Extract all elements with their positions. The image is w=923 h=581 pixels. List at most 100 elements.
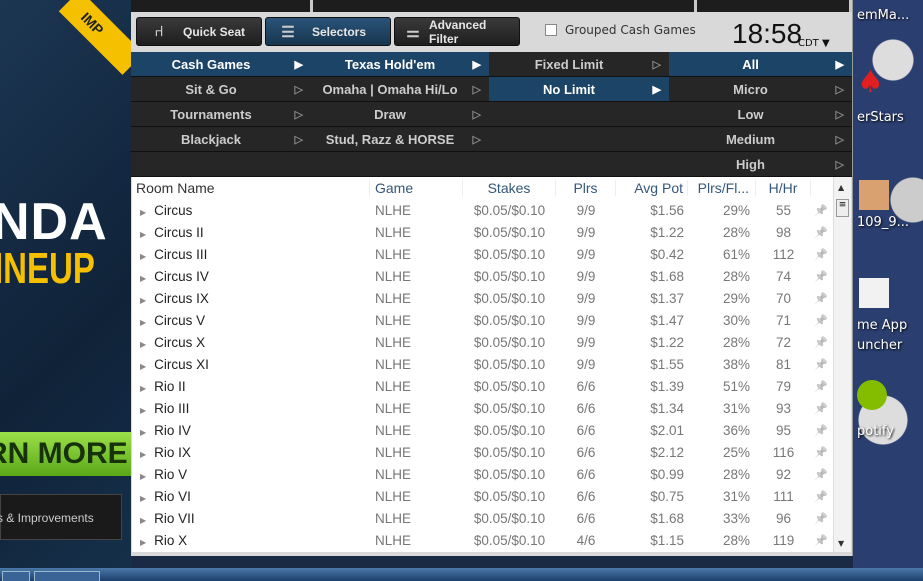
- stakes-item[interactable]: High ▷: [669, 152, 852, 177]
- table-row[interactable]: ▶ Rio IX NLHE $0.05/$0.10 6/6 $2.12 25% 116 📌: [132, 441, 834, 463]
- desktop-icon-label[interactable]: me App: [857, 318, 908, 333]
- pin-icon[interactable]: 📌: [814, 292, 828, 305]
- scroll-up-icon[interactable]: ▲: [838, 183, 845, 192]
- pin-icon[interactable]: 📌: [814, 468, 828, 481]
- expand-icon[interactable]: ▶: [140, 427, 147, 437]
- column-header[interactable]: Avg Pot: [616, 180, 688, 196]
- table-row[interactable]: ▶ Circus III NLHE $0.05/$0.10 9/9 $0.42 61% 112…: [132, 243, 834, 265]
- pin-icon[interactable]: 📌: [814, 534, 828, 547]
- desktop-icon-label[interactable]: emMa...: [857, 8, 910, 23]
- top-tab[interactable]: [131, 0, 313, 12]
- fixes-improvements-button[interactable]: s & Improvements: [0, 494, 122, 540]
- expand-icon[interactable]: ▶: [140, 405, 147, 415]
- pin-icon[interactable]: 📌: [814, 226, 828, 239]
- expand-icon[interactable]: ▶: [140, 317, 147, 327]
- pin-icon[interactable]: 📌: [814, 512, 828, 525]
- category-item[interactable]: Blackjack ▷: [131, 127, 311, 152]
- expand-icon[interactable]: ▶: [140, 251, 147, 261]
- top-tab[interactable]: [313, 0, 698, 12]
- category-item[interactable]: Cash Games ▶: [131, 52, 311, 77]
- scroll-down-icon[interactable]: ▼: [838, 539, 845, 548]
- cell-value: $0.05/$0.10: [473, 444, 546, 460]
- timezone-dropdown[interactable]: CDT ▼: [798, 38, 830, 49]
- expand-icon[interactable]: ▶: [140, 449, 147, 459]
- category-item[interactable]: Sit & Go ▷: [131, 77, 311, 102]
- pin-icon[interactable]: 📌: [814, 336, 828, 349]
- table-row[interactable]: ▶ Circus XI NLHE $0.05/$0.10 9/9 $1.55 38% 81 📌: [132, 353, 834, 375]
- photo-icon[interactable]: [859, 180, 889, 210]
- table-row[interactable]: ▶ Rio V NLHE $0.05/$0.10 6/6 $0.99 28% 92 📌: [132, 463, 834, 485]
- column-header[interactable]: H/Hr: [756, 180, 811, 196]
- stakes-item[interactable]: Low ▷: [669, 102, 852, 127]
- cell-value: 61%: [722, 246, 750, 262]
- expand-icon[interactable]: ▶: [140, 537, 147, 547]
- expand-icon[interactable]: ▶: [140, 361, 147, 371]
- pin-icon[interactable]: 📌: [814, 380, 828, 393]
- expand-icon[interactable]: ▶: [140, 515, 147, 525]
- table-row[interactable]: ▶ Rio X NLHE $0.05/$0.10 4/6 $1.15 28% 119 📌: [132, 529, 834, 551]
- table-row[interactable]: ▶ Circus X NLHE $0.05/$0.10 9/9 $1.22 28% 72 📌: [132, 331, 834, 353]
- vertical-scrollbar[interactable]: ▲ ≡ ▼: [833, 177, 851, 552]
- game-item[interactable]: Draw ▷: [311, 102, 489, 127]
- stakes-item[interactable]: Micro ▷: [669, 77, 852, 102]
- limit-item[interactable]: No Limit ▶: [489, 77, 669, 102]
- expand-icon[interactable]: ▶: [140, 493, 147, 503]
- pin-icon[interactable]: 📌: [814, 424, 828, 437]
- pokerstars-icon[interactable]: ♠: [857, 65, 884, 100]
- column-header[interactable]: Room Name: [132, 180, 370, 196]
- desktop-icon-label[interactable]: uncher: [857, 338, 903, 353]
- column-header[interactable]: Stakes: [463, 180, 556, 196]
- top-tab[interactable]: [697, 0, 852, 12]
- learn-more-button[interactable]: RN MORE: [0, 432, 132, 476]
- table-row[interactable]: ▶ Rio II NLHE $0.05/$0.10 6/6 $1.39 51% 79 📌: [132, 375, 834, 397]
- pin-icon[interactable]: 📌: [814, 446, 828, 459]
- pin-icon[interactable]: 📌: [814, 314, 828, 327]
- desktop-icon-label[interactable]: 109_9...: [857, 215, 909, 230]
- selectors-button[interactable]: ☰ Selectors: [265, 17, 391, 46]
- grouped-cash-games-checkbox[interactable]: Grouped Cash Games: [545, 23, 696, 37]
- scroll-thumb[interactable]: ≡: [836, 199, 849, 217]
- taskbar-button[interactable]: [34, 571, 100, 581]
- category-item[interactable]: Tournaments ▷: [131, 102, 311, 127]
- promo-banner[interactable]: IMP NDA INEUP RN MORE s & Improvements: [0, 0, 132, 568]
- expand-icon[interactable]: ▶: [140, 207, 147, 217]
- pin-icon[interactable]: 📌: [814, 248, 828, 261]
- expand-icon[interactable]: ▶: [140, 229, 147, 239]
- table-row[interactable]: ▶ Circus V NLHE $0.05/$0.10 9/9 $1.47 30% 71 📌: [132, 309, 834, 331]
- stakes-item[interactable]: All ▶: [669, 52, 852, 77]
- quick-seat-button[interactable]: ⑁ Quick Seat: [136, 17, 262, 46]
- pin-icon[interactable]: 📌: [814, 402, 828, 415]
- game-item[interactable]: Omaha | Omaha Hi/Lo ▷: [311, 77, 489, 102]
- table-row[interactable]: ▶ Circus NLHE $0.05/$0.10 9/9 $1.56 29% 55 📌: [132, 199, 834, 221]
- game-item[interactable]: Stud, Razz & HORSE ▷: [311, 127, 489, 152]
- expand-icon[interactable]: ▶: [140, 339, 147, 349]
- table-row[interactable]: ▶ Circus IV NLHE $0.05/$0.10 9/9 $1.68 28% 74 📌: [132, 265, 834, 287]
- pin-icon[interactable]: 📌: [814, 270, 828, 283]
- taskbar-button[interactable]: [2, 571, 30, 581]
- pin-icon[interactable]: 📌: [814, 490, 828, 503]
- limit-item[interactable]: Fixed Limit ▷: [489, 52, 669, 77]
- expand-icon[interactable]: ▶: [140, 295, 147, 305]
- table-row[interactable]: ▶ Circus IX NLHE $0.05/$0.10 9/9 $1.37 29% 70 📌: [132, 287, 834, 309]
- expand-icon[interactable]: ▶: [140, 273, 147, 283]
- expand-icon[interactable]: ▶: [140, 471, 147, 481]
- column-header[interactable]: Plrs/Fl...: [688, 180, 756, 196]
- stakes-item[interactable]: Medium ▷: [669, 127, 852, 152]
- table-row[interactable]: ▶ Rio VI NLHE $0.05/$0.10 6/6 $0.75 31% 111 📌: [132, 485, 834, 507]
- table-row[interactable]: ▶ Rio VII NLHE $0.05/$0.10 6/6 $1.68 33% 96 📌: [132, 507, 834, 529]
- advanced-filter-button[interactable]: ⚌ Advanced Filter: [394, 17, 520, 46]
- desktop-icon-label[interactable]: potify: [857, 424, 894, 439]
- table-row[interactable]: ▶ Circus II NLHE $0.05/$0.10 9/9 $1.22 28% 98 📌: [132, 221, 834, 243]
- table-row[interactable]: ▶ Rio IV NLHE $0.05/$0.10 6/6 $2.01 36% 95 📌: [132, 419, 834, 441]
- expand-icon[interactable]: ▶: [140, 383, 147, 393]
- app-launcher-icon[interactable]: [859, 278, 889, 308]
- pin-icon[interactable]: 📌: [814, 204, 828, 217]
- spotify-icon[interactable]: [857, 380, 887, 410]
- game-item[interactable]: Texas Hold'em ▶: [311, 52, 489, 77]
- pin-icon[interactable]: 📌: [814, 358, 828, 371]
- desktop-icon-label[interactable]: erStars: [857, 110, 904, 125]
- table-row[interactable]: ▶ Rio III NLHE $0.05/$0.10 6/6 $1.34 31% 93 📌: [132, 397, 834, 419]
- checkbox[interactable]: [545, 24, 557, 36]
- column-header[interactable]: Game: [370, 180, 463, 196]
- column-header[interactable]: Plrs: [556, 180, 616, 196]
